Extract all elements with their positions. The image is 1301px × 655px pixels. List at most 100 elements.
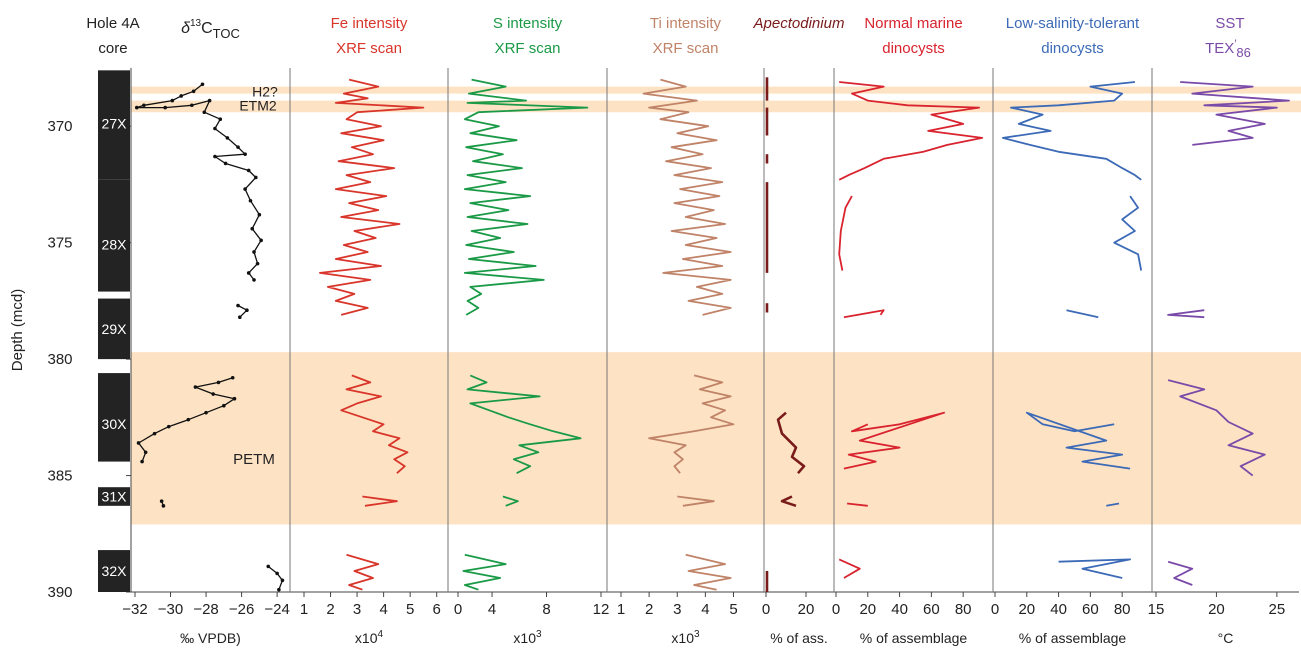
data-point	[245, 308, 249, 313]
core-segment-28x	[98, 179, 130, 292]
x-tick-label: 1	[300, 601, 308, 618]
data-point	[159, 499, 164, 503]
data-point	[191, 89, 196, 94]
x-tick-label: −28	[193, 601, 218, 618]
x-tick-label: 8	[542, 601, 550, 618]
panel-subtitle-marine: dinocysts	[882, 40, 945, 57]
core-segment-31x	[98, 487, 130, 506]
data-point	[254, 175, 258, 180]
panel-subtitle-fe: XRF scan	[336, 40, 402, 57]
data-point	[266, 564, 271, 569]
x-tick-label: 0	[832, 601, 840, 618]
band-etm2	[131, 100, 1301, 113]
x-tick-label: 20	[798, 601, 815, 618]
x-tick-label: 40	[891, 601, 908, 618]
series-fe-segment	[346, 553, 380, 591]
x-tick-label: 3	[353, 601, 361, 618]
x-tick-label: 25	[1269, 601, 1286, 618]
data-point	[236, 145, 240, 149]
series-sst	[1167, 81, 1290, 586]
series-sst-segment	[1167, 560, 1194, 586]
data-point	[257, 212, 262, 217]
x-tick-label: 60	[923, 601, 940, 618]
x-unit-marine: % of assemblage	[860, 630, 968, 646]
core-segment-27x	[98, 70, 130, 180]
x-tick-label: 1	[617, 601, 625, 618]
panel-title-lowsal: Low-salinity-tolerant	[1006, 15, 1140, 32]
series-ti-segment	[685, 553, 732, 591]
data-point	[243, 152, 247, 156]
x-unit-lowsal: % of assemblage	[1019, 630, 1127, 646]
series-apect-segment	[776, 411, 806, 475]
core-segment-label: 27X	[102, 116, 128, 132]
series-d13c-segment	[136, 83, 262, 281]
band-h2	[131, 86, 1301, 94]
x-tick-label: −32	[122, 601, 147, 618]
x-tick-label: 4	[379, 601, 387, 618]
x-tick-label: 80	[1114, 601, 1131, 618]
core-segment-32x	[98, 550, 130, 592]
data-point	[252, 278, 256, 282]
x-tick-label: 3	[673, 601, 681, 618]
series-s-segment	[466, 374, 582, 475]
data-point	[280, 578, 285, 583]
x-tick-label: 20	[1018, 601, 1035, 618]
x-tick-label: 2	[645, 601, 653, 618]
x-tick-label: 15	[1148, 601, 1165, 618]
y-tick-label: 375	[47, 235, 72, 252]
x-tick-label: −26	[229, 601, 254, 618]
y-tick-label: 385	[47, 468, 72, 485]
series-lowsal-segment	[1058, 558, 1131, 579]
band-petm	[131, 352, 1301, 525]
series-marine-segment	[847, 502, 868, 507]
data-point	[193, 385, 198, 389]
x-tick-label: 12	[593, 601, 610, 618]
core-segment-30x	[98, 373, 130, 462]
series-s-segment	[463, 78, 589, 316]
data-point	[259, 238, 263, 243]
panel-subtitle-ti: XRF scan	[653, 40, 719, 57]
data-point	[238, 315, 242, 319]
core-segment-label: 30X	[102, 416, 128, 432]
core-segment-label: 31X	[102, 489, 128, 505]
panel-title-apect: Apectodinium	[753, 15, 845, 32]
band-label-petm: PETM	[233, 451, 275, 468]
data-point	[190, 103, 194, 108]
series-marine-segment	[843, 411, 945, 470]
series-lowsal-segment	[1066, 309, 1099, 319]
band-label-etm2: ETM2	[239, 98, 277, 114]
series-marine	[838, 81, 984, 579]
panel-title-d13c: δ13CTOC	[181, 18, 240, 41]
frame-layer	[126, 68, 1299, 597]
x-tick-label: 0	[454, 601, 462, 618]
data-point	[179, 94, 183, 98]
x-tick-label: 60	[1082, 601, 1099, 618]
data-point	[236, 303, 240, 308]
y-tick-label: 370	[47, 118, 72, 135]
panel-title-sst: SST	[1215, 15, 1244, 32]
series-lowsal-segment	[1106, 502, 1120, 507]
data-point	[200, 82, 205, 87]
x-unit-ti: x103	[671, 629, 700, 646]
x-tick-label: 4	[701, 601, 709, 618]
series-sst-segment	[1167, 379, 1266, 477]
data-point	[248, 198, 253, 203]
series-layer	[134, 77, 1290, 592]
x-tick-label: 0	[991, 601, 999, 618]
data-point	[202, 110, 207, 115]
series-s-segment	[502, 495, 519, 507]
data-point	[186, 417, 191, 422]
series-ti-segment	[677, 495, 715, 507]
y-tick-label: 390	[47, 584, 72, 601]
series-ti-segment	[642, 78, 732, 316]
x-tick-label: 6	[433, 601, 441, 618]
series-lowsal	[1002, 81, 1143, 579]
panel-title-tex86: TEX′86	[1205, 38, 1251, 60]
x-tick-label: 80	[955, 601, 972, 618]
series-fe-segment	[340, 374, 409, 474]
series-fe	[318, 78, 425, 591]
x-tick-label: 40	[1050, 601, 1067, 618]
data-point	[213, 126, 217, 131]
data-point	[252, 250, 256, 254]
data-point	[243, 187, 247, 191]
